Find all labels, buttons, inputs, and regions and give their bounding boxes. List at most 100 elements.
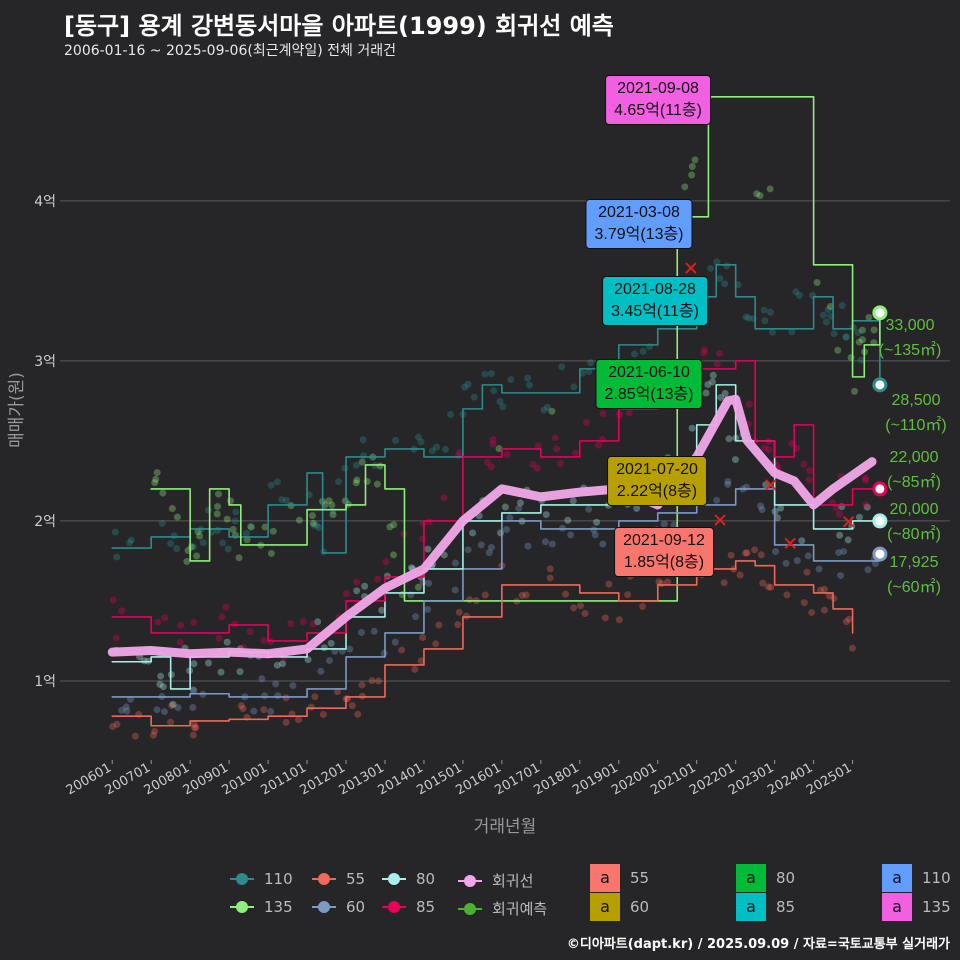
scatter-point-85 — [599, 410, 607, 418]
legend-key-icon — [458, 902, 482, 916]
scatter-point-135 — [865, 313, 873, 321]
scatter-point-60 — [835, 549, 843, 557]
end-value: 22,000 — [889, 449, 939, 466]
scatter-point-85 — [862, 501, 870, 509]
scatter-point-110 — [721, 280, 729, 288]
scatter-point-85 — [760, 444, 768, 452]
scatter-point-60 — [412, 613, 420, 621]
scatter-point-85 — [862, 476, 870, 484]
scatter-point-60 — [464, 546, 472, 554]
scatter-point-60 — [118, 706, 126, 714]
legend-label: 회귀선 — [492, 872, 534, 890]
scatter-point-135 — [851, 387, 859, 395]
scatter-point-110 — [127, 536, 135, 544]
legend-label: 85 — [416, 898, 436, 916]
end-area: (~85㎡) — [887, 474, 941, 491]
scatter-point-60 — [815, 565, 823, 573]
scatter-point-135 — [376, 462, 384, 470]
scatter-point-135 — [688, 163, 696, 171]
scatter-point-85 — [599, 435, 607, 443]
scatter-point-110 — [282, 496, 290, 504]
scatter-point-55 — [655, 578, 663, 586]
legend-item-80: 80 — [382, 870, 435, 888]
scatter-point-60 — [724, 480, 732, 488]
scatter-point-80 — [702, 389, 710, 397]
scatter-point-55 — [113, 720, 121, 728]
scatter-point-60 — [274, 692, 282, 700]
scatter-point-110 — [273, 478, 281, 486]
x-axis-title: 거래년월 — [474, 817, 537, 837]
scatter-point-55 — [417, 657, 425, 665]
end-area: (~60㎡) — [887, 579, 941, 596]
scatter-point-110 — [320, 548, 328, 556]
y-tick-label: 4억 — [34, 194, 56, 210]
label-swatch-60: a — [590, 893, 620, 921]
scatter-point-110 — [359, 436, 367, 444]
chart-subtitle: 2006-01-16 ~ 2025-09-06(최근계약일) 전체 거래건 — [64, 43, 396, 59]
scatter-point-55 — [764, 583, 772, 591]
scatter-point-110 — [490, 387, 498, 395]
scatter-point-80 — [717, 393, 725, 401]
scatter-point-80 — [320, 644, 328, 652]
scatter-point-135 — [691, 156, 699, 164]
scatter-point-110 — [499, 403, 507, 411]
scatter-point-85 — [161, 614, 169, 622]
annotation-label: 2021-09-12 1.85억(8층) — [614, 527, 714, 577]
scatter-point-60 — [189, 686, 197, 694]
scatter-point-110 — [267, 481, 275, 489]
scatter-point-60 — [380, 649, 388, 657]
scatter-point-85 — [529, 460, 537, 468]
scatter-point-85 — [374, 575, 382, 583]
legend-key-icon — [312, 872, 336, 886]
scatter-point-85 — [176, 638, 184, 646]
scatter-point-135 — [386, 523, 394, 531]
scatter-point-60 — [837, 572, 845, 580]
scatter-point-85 — [455, 449, 463, 457]
scatter-point-135 — [269, 527, 277, 535]
scatter-point-110 — [219, 539, 227, 547]
scatter-point-55 — [830, 594, 838, 602]
scatter-point-135 — [173, 513, 181, 521]
latest-trade-x-marker — [765, 479, 777, 491]
scatter-point-80 — [704, 381, 712, 389]
scatter-point-110 — [242, 529, 250, 537]
latest-trade-x-marker — [842, 515, 855, 528]
scatter-point-135 — [414, 583, 422, 591]
scatter-point-85 — [625, 409, 633, 417]
legend-key-icon — [230, 900, 254, 914]
series-line-80 — [111, 384, 881, 690]
scatter-point-110 — [442, 445, 450, 453]
scatter-point-80 — [440, 551, 448, 559]
scatter-point-80 — [361, 582, 369, 590]
scatter-point-55 — [808, 608, 816, 616]
scatter-point-55 — [398, 646, 406, 654]
scatter-point-110 — [428, 447, 436, 455]
scatter-point-85 — [440, 494, 448, 502]
scatter-point-60 — [758, 506, 766, 514]
scatter-point-110 — [190, 543, 198, 551]
scatter-point-55 — [581, 609, 589, 617]
y-tick-label: 2억 — [34, 514, 56, 530]
scatter-point-135 — [870, 326, 878, 334]
label-swatch-text: 80 — [776, 869, 796, 887]
scatter-point-85 — [489, 436, 497, 444]
scatter-point-85 — [861, 474, 869, 482]
scatter-point-60 — [451, 586, 459, 594]
scatter-point-85 — [109, 596, 117, 604]
annotation-date: 2021-09-12 — [623, 532, 705, 549]
scatter-point-85 — [832, 504, 840, 512]
scatter-point-55 — [720, 579, 728, 587]
scatter-point-135 — [227, 497, 235, 505]
scatter-point-110 — [310, 521, 318, 529]
scatter-point-55 — [168, 701, 176, 709]
legend-label: 회귀예측 — [492, 900, 548, 918]
scatter-point-110 — [496, 397, 504, 405]
scatter-point-60 — [757, 502, 765, 510]
series-line-110 — [111, 264, 881, 554]
scatter-point-80 — [353, 587, 361, 595]
scatter-point-80 — [304, 656, 312, 664]
annotation-price: 2.85억(13층) — [604, 386, 694, 403]
scatter-point-80 — [424, 545, 432, 553]
scatter-point-110 — [470, 393, 478, 401]
scatter-point-60 — [174, 704, 182, 712]
